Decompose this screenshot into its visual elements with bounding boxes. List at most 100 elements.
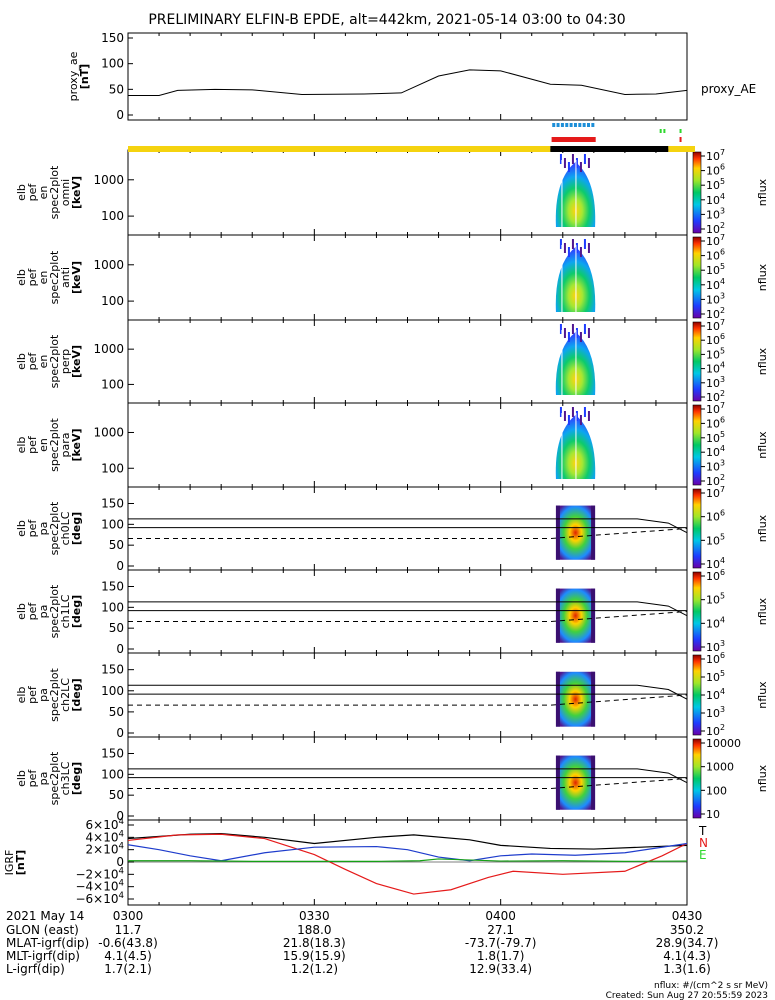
loss-cone-line xyxy=(128,684,688,700)
y-axis-label: pef xyxy=(26,602,39,621)
ephem-value: 11.7 xyxy=(115,923,142,937)
y-axis-label: pef xyxy=(26,352,39,371)
colorbar-label: nflux xyxy=(756,263,769,291)
spectrogram-speckle xyxy=(571,407,574,417)
spectrogram-speckle xyxy=(571,239,574,249)
y-axis-label: pa xyxy=(37,605,50,619)
proxy-ae-panel: 150 100 50 0 proxy_AE proxy_ae[nT] xyxy=(67,31,756,122)
anti-loss-cone-line xyxy=(128,528,688,539)
y-tick-label: 50 xyxy=(109,621,124,635)
x-tick-label: 0400 xyxy=(485,909,516,923)
y-axis-label: pef xyxy=(26,183,39,202)
colorbar-tick-label: 106 xyxy=(706,415,725,430)
y-tick-label: 0 xyxy=(116,726,124,740)
colorbar-label: nflux xyxy=(756,347,769,375)
igrf-series-line xyxy=(127,833,688,895)
colorbar-tick-label: 105 xyxy=(706,430,725,445)
panel-frame xyxy=(127,319,688,404)
spectrogram-speckle xyxy=(559,154,562,164)
colorbar xyxy=(692,488,702,569)
colorbar-tick-label: 1000 xyxy=(706,761,734,774)
y-axis-label: ch3LC xyxy=(59,761,72,795)
ch0lc-pitch-panel: 107 106 105 104 nflux 150 100 50 0 elbpefpaspec2p… xyxy=(15,485,769,573)
spectrogram-speckle xyxy=(587,158,590,168)
colorbar-tick-label: 107 xyxy=(706,318,725,333)
fgm-bar-blue xyxy=(565,123,569,127)
igrf-series-line xyxy=(128,858,688,862)
fgm-bar-blue xyxy=(560,123,564,127)
fgm-bar-blue xyxy=(573,123,577,127)
y-tick-label: 6×104 xyxy=(86,817,124,832)
y-axis-label: para xyxy=(59,433,72,458)
y-axis-label: elb xyxy=(15,437,28,454)
chart-title: PRELIMINARY ELFIN-B EPDE, alt=442km, 202… xyxy=(148,12,625,28)
legend-proxy-ae: proxy_AE xyxy=(701,82,756,96)
panel-frame xyxy=(127,736,688,821)
igrf-series-line xyxy=(127,842,688,862)
colorbar-tick-label: 105 xyxy=(706,346,725,361)
spectrogram-speckle xyxy=(567,415,570,425)
colorbar-tick-label: 103 xyxy=(706,459,725,474)
y-tick-label: 150 xyxy=(101,580,124,594)
y-axis-label: ch1LC xyxy=(59,594,72,628)
y-axis-label: pef xyxy=(26,519,39,538)
spectrogram-speckle xyxy=(567,247,570,257)
colorbar-tick-label: 105 xyxy=(706,592,725,607)
y-tick-label: 100 xyxy=(101,294,124,308)
spectrogram-speckle xyxy=(559,239,562,249)
spectrogram-speckle xyxy=(563,411,566,421)
fgm-bar-blue xyxy=(552,123,556,127)
pitch-angle-edge xyxy=(591,588,596,643)
colorbar-tick-label: 104 xyxy=(706,444,725,459)
colorbar-tick-label: 104 xyxy=(706,192,725,207)
colorbar-tick-label: 106 xyxy=(706,332,725,347)
y-axis-label: pa xyxy=(37,688,50,702)
y-tick-label: 150 xyxy=(101,497,124,511)
y-axis-label: [keV] xyxy=(70,176,83,209)
y-axis-label: [keV] xyxy=(70,261,83,294)
ephem-value: 4.1(4.3) xyxy=(663,949,711,963)
colorbar xyxy=(692,236,702,319)
y-axis-label: spec2plot xyxy=(48,584,61,638)
y-tick-label: 50 xyxy=(109,788,124,802)
fgm-bar-blue xyxy=(569,123,573,127)
y-axis-label: spec2plot xyxy=(48,501,61,555)
ephem-row-label: GLON (east) xyxy=(6,923,79,937)
y-tick-label: 50 xyxy=(109,705,124,719)
colorbar-tick-label: 107 xyxy=(706,148,725,163)
y-tick-label: −4×104 xyxy=(75,879,124,894)
y-tick-label: 150 xyxy=(101,31,124,45)
orbit-bar-black xyxy=(550,146,669,152)
ch1lc-pitch-panel: 106 105 104 103 nflux 150 100 50 0 elbpefpaspec2p… xyxy=(15,568,769,656)
y-tick-label: 0 xyxy=(116,855,124,869)
ephem-row-label: MLT-igrf(dip) xyxy=(6,949,80,963)
y-tick-label: 150 xyxy=(101,663,124,677)
orbit-bar-yellow xyxy=(668,146,695,152)
y-tick-label: 1000 xyxy=(93,342,124,356)
fgm-bar-blue xyxy=(578,123,582,127)
colorbar xyxy=(692,404,702,486)
x-axis-row-label: 2021 May 14 xyxy=(6,909,84,923)
ephem-value: -73.7(-79.7) xyxy=(465,936,536,950)
pitch-angle-edge xyxy=(591,671,596,727)
y-axis-label: pef xyxy=(26,268,39,287)
y-tick-label: 50 xyxy=(109,538,124,552)
y-axis-label: spec2plot xyxy=(48,165,61,219)
pitch-angle-edge xyxy=(591,755,596,810)
pitch-angle-data xyxy=(555,671,596,727)
spectrogram-speckle xyxy=(575,411,578,421)
colorbar-tick-label: 106 xyxy=(706,651,725,666)
y-axis-label: proxy_ae xyxy=(67,51,80,101)
colorbar xyxy=(692,571,702,652)
y-axis-label: ch2LC xyxy=(59,678,72,712)
spectrogram-speckle xyxy=(575,328,578,338)
ephem-value: -0.6(43.8) xyxy=(98,936,158,950)
igrf-legend-N: N xyxy=(699,836,708,850)
y-tick-label: 50 xyxy=(109,82,124,96)
y-tick-label: 100 xyxy=(101,461,124,475)
spectrogram-speckle xyxy=(579,162,582,172)
fgm-bar-blue xyxy=(591,123,595,127)
colorbar-tick-label: 104 xyxy=(706,361,725,376)
